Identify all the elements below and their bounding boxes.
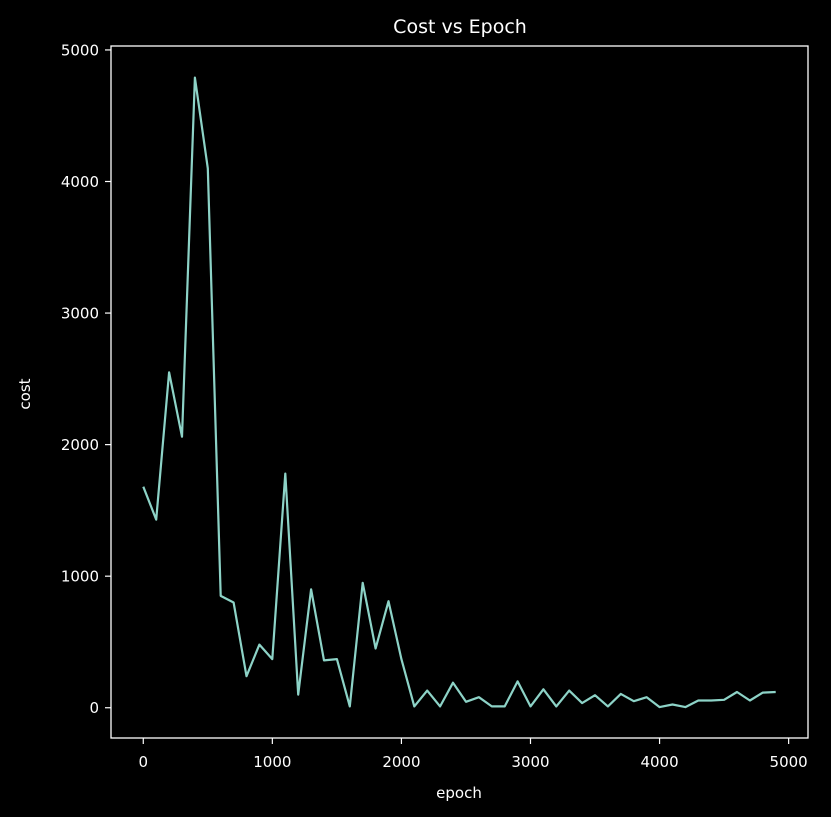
series-line (142, 76, 776, 709)
x-axis: 0 1000 2000 3000 4000 5000 (138, 738, 808, 771)
y-tick-label: 1000 (61, 568, 99, 586)
y-axis: 0 1000 2000 3000 4000 5000 (61, 41, 111, 717)
x-axis-label: epoch (436, 784, 482, 802)
y-tick-label: 0 (89, 699, 99, 717)
x-tick-label: 0 (138, 753, 148, 771)
x-tick-label: 3000 (511, 753, 549, 771)
plot-area: 0 1000 2000 3000 4000 5000 0 1000 2000 3000 4000 5… (61, 41, 809, 771)
y-tick-label: 2000 (61, 436, 99, 454)
y-tick-label: 5000 (61, 41, 99, 59)
y-axis-label: cost (16, 378, 34, 409)
x-tick-label: 5000 (770, 753, 808, 771)
x-tick-label: 2000 (382, 753, 420, 771)
y-tick-label: 4000 (61, 173, 99, 191)
axes-frame (110, 45, 809, 739)
x-tick-label: 4000 (640, 753, 678, 771)
chart-title: Cost vs Epoch (393, 16, 527, 38)
x-tick-label: 1000 (253, 753, 291, 771)
y-tick-label: 3000 (61, 305, 99, 323)
